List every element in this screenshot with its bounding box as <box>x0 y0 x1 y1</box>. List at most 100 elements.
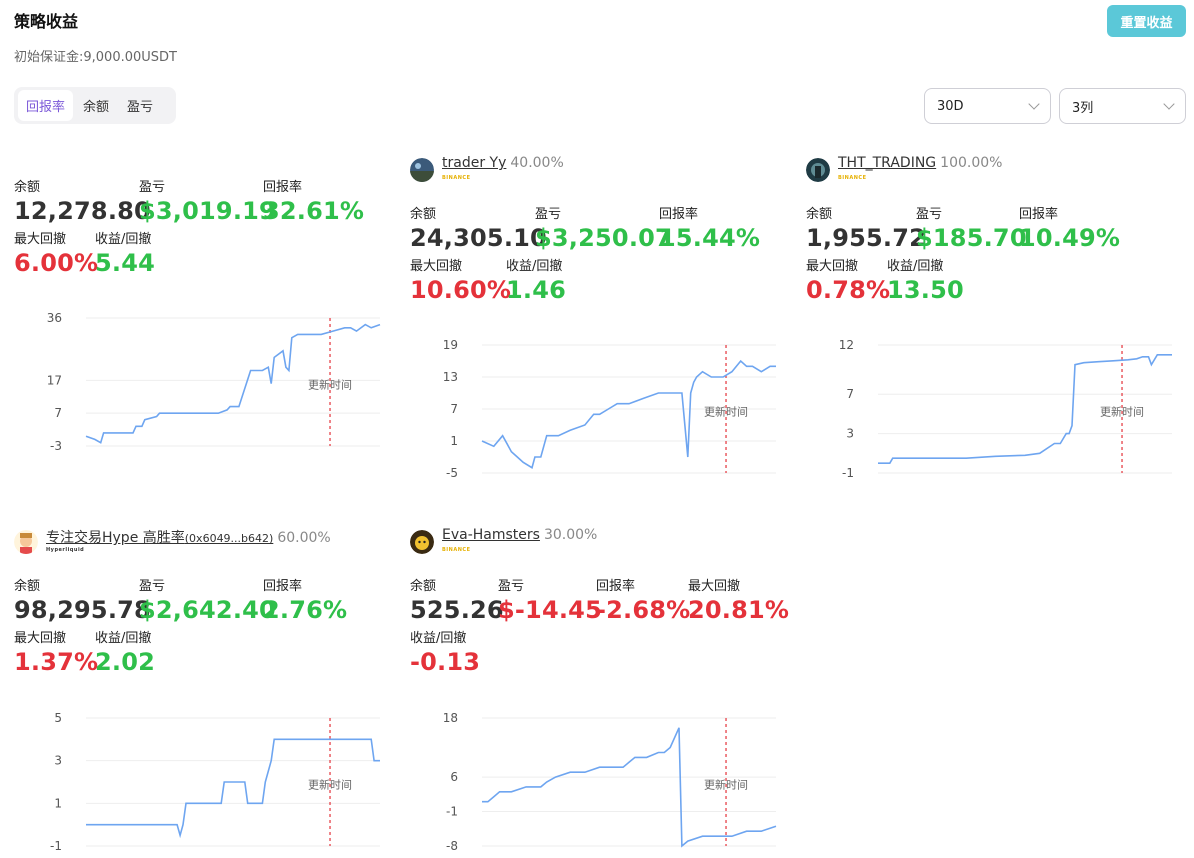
return-drawdown-value: 13.50 <box>887 276 964 304</box>
exchange-badge: BINANCE <box>838 175 867 181</box>
y-tick-label: 13 <box>443 370 458 384</box>
balance-metric: 余额 24,305.10 <box>410 203 547 252</box>
pnl-metric: 盈亏 $-14.45 <box>498 575 602 624</box>
trader-name-link[interactable]: trader Yy 40.00% <box>442 155 564 171</box>
columns-select[interactable]: 3列 <box>1059 88 1186 124</box>
roi-line <box>482 727 777 848</box>
trader-avatar <box>410 530 434 554</box>
y-tick-label: 36 <box>47 311 62 325</box>
pnl-label: 盈亏 <box>139 180 166 195</box>
max-drawdown-metric: 最大回撤 10.60% <box>410 255 511 304</box>
roi-line <box>85 323 381 444</box>
y-tick-label: 5 <box>54 711 62 725</box>
return-drawdown-label: 收益/回撤 <box>506 259 563 274</box>
allocation-pct: 30.00% <box>543 527 598 543</box>
trader-address: (0x6049...b642) <box>184 532 274 545</box>
roi-chart-total: 36 17 7 -3 更新时间 <box>47 311 381 453</box>
balance-metric: 余额 98,295.78 <box>14 575 151 624</box>
y-tick-label: -1 <box>50 839 62 853</box>
y-tick-label: 17 <box>47 373 62 387</box>
roi-metric: 回报率 -2.68% <box>596 575 690 624</box>
balance-metric: 余额 1,955.72 <box>806 203 926 252</box>
balance-metric: 余额 12,278.80 <box>14 176 151 225</box>
tab-roi[interactable]: 回报率 <box>18 90 74 121</box>
initial-margin-text: 初始保证金:9,000.00USDT <box>14 50 177 65</box>
trader-avatar <box>806 158 830 182</box>
roi-chart-hype: 5 3 1 -1 更新时间 <box>50 711 380 853</box>
max-drawdown-metric: 最大回撤 0.78% <box>806 255 890 304</box>
roi-metric: 回报率 32.61% <box>263 176 364 225</box>
y-tick-label: -8 <box>446 839 458 853</box>
balance-value: 525.26 <box>410 596 504 624</box>
return-drawdown-label: 收益/回撤 <box>887 259 944 274</box>
exchange-badge: BINANCE <box>442 175 471 181</box>
max-drawdown-label: 最大回撤 <box>806 259 859 274</box>
return-drawdown-value: 1.46 <box>506 276 567 304</box>
return-drawdown-label: 收益/回撤 <box>95 631 152 646</box>
tab-pnl[interactable]: 盈亏 <box>127 100 154 115</box>
y-tick-label: 6 <box>450 770 458 784</box>
tab-balance[interactable]: 余额 <box>83 100 110 115</box>
balance-label: 余额 <box>14 180 41 195</box>
roi-label: 回报率 <box>659 207 699 222</box>
y-tick-label: 7 <box>54 406 62 420</box>
reset-earnings-button[interactable]: 重置收益 <box>1107 5 1186 37</box>
y-tick-label: 3 <box>846 427 854 441</box>
y-tick-label: 1 <box>450 434 458 448</box>
trader-name-link[interactable]: 专注交易Hype 高胜率(0x6049...b642) 60.00% <box>46 527 331 547</box>
roi-label: 回报率 <box>263 180 303 195</box>
max-drawdown-value: 10.60% <box>410 276 512 304</box>
y-tick-label: 7 <box>450 402 458 416</box>
pnl-value: $185.70 <box>916 224 1027 252</box>
pnl-value: $-14.45 <box>498 596 602 624</box>
roi-line <box>878 353 1172 464</box>
period-select-value: 30D <box>937 98 964 114</box>
return-drawdown-metric: 收益/回撤 13.50 <box>887 255 964 304</box>
max-drawdown-metric: 最大回撤 6.00% <box>14 228 98 277</box>
balance-label: 余额 <box>14 579 41 594</box>
pnl-label: 盈亏 <box>535 207 562 222</box>
trader-avatar <box>14 530 38 554</box>
pnl-label: 盈亏 <box>498 579 525 594</box>
roi-line <box>481 359 776 469</box>
max-drawdown-label: 最大回撤 <box>14 631 67 646</box>
roi-line <box>86 738 380 839</box>
pnl-label: 盈亏 <box>139 579 166 594</box>
y-tick-label: 3 <box>54 754 62 768</box>
allocation-pct: 40.00% <box>510 155 564 171</box>
update-time-label: 更新时间 <box>704 404 748 418</box>
metric-tabs: 回报率 余额 盈亏 <box>14 87 176 124</box>
y-tick-label: -1 <box>446 805 458 819</box>
y-tick-label: 7 <box>846 387 854 401</box>
allocation-pct: 60.00% <box>277 530 331 546</box>
balance-value: 1,955.72 <box>806 224 927 252</box>
trader-name: THT_TRADING <box>838 155 937 171</box>
trader-name-link[interactable]: THT_TRADING 100.00% <box>838 155 1002 171</box>
return-drawdown-metric: 收益/回撤 1.46 <box>506 255 566 304</box>
max-drawdown-label: 最大回撤 <box>410 259 463 274</box>
roi-chart-trader-yy: 19 13 7 1 -5 更新时间 <box>443 338 776 480</box>
update-time-label: 更新时间 <box>308 777 352 791</box>
trader-name-link[interactable]: Eva-Hamsters 30.00% <box>442 527 597 543</box>
roi-value: 10.49% <box>1019 224 1121 252</box>
roi-metric: 回报率 10.49% <box>1019 203 1120 252</box>
roi-value: 15.44% <box>659 224 761 252</box>
columns-select-value: 3列 <box>1072 100 1094 116</box>
update-time-label: 更新时间 <box>308 377 352 391</box>
roi-chart-tht-trading: 12 7 3 -1 更新时间 <box>839 338 1172 480</box>
y-tick-label: 12 <box>839 338 854 352</box>
max-drawdown-value: 1.37% <box>14 648 99 676</box>
page-title: 策略收益 <box>14 12 79 31</box>
trader-name: 专注交易Hype 高胜率 <box>46 530 185 546</box>
allocation-pct: 100.00% <box>940 155 1003 171</box>
return-drawdown-label: 收益/回撤 <box>410 631 467 646</box>
return-drawdown-label: 收益/回撤 <box>95 232 152 247</box>
pnl-value: $3,250.07 <box>535 224 672 252</box>
y-tick-label: -3 <box>50 439 62 453</box>
avatar-cartoon-icon <box>14 530 38 554</box>
chevron-down-icon <box>1028 98 1040 110</box>
max-drawdown-metric: 最大回撤 1.37% <box>14 627 98 676</box>
update-time-label: 更新时间 <box>704 777 748 791</box>
period-select[interactable]: 30D <box>924 88 1051 124</box>
